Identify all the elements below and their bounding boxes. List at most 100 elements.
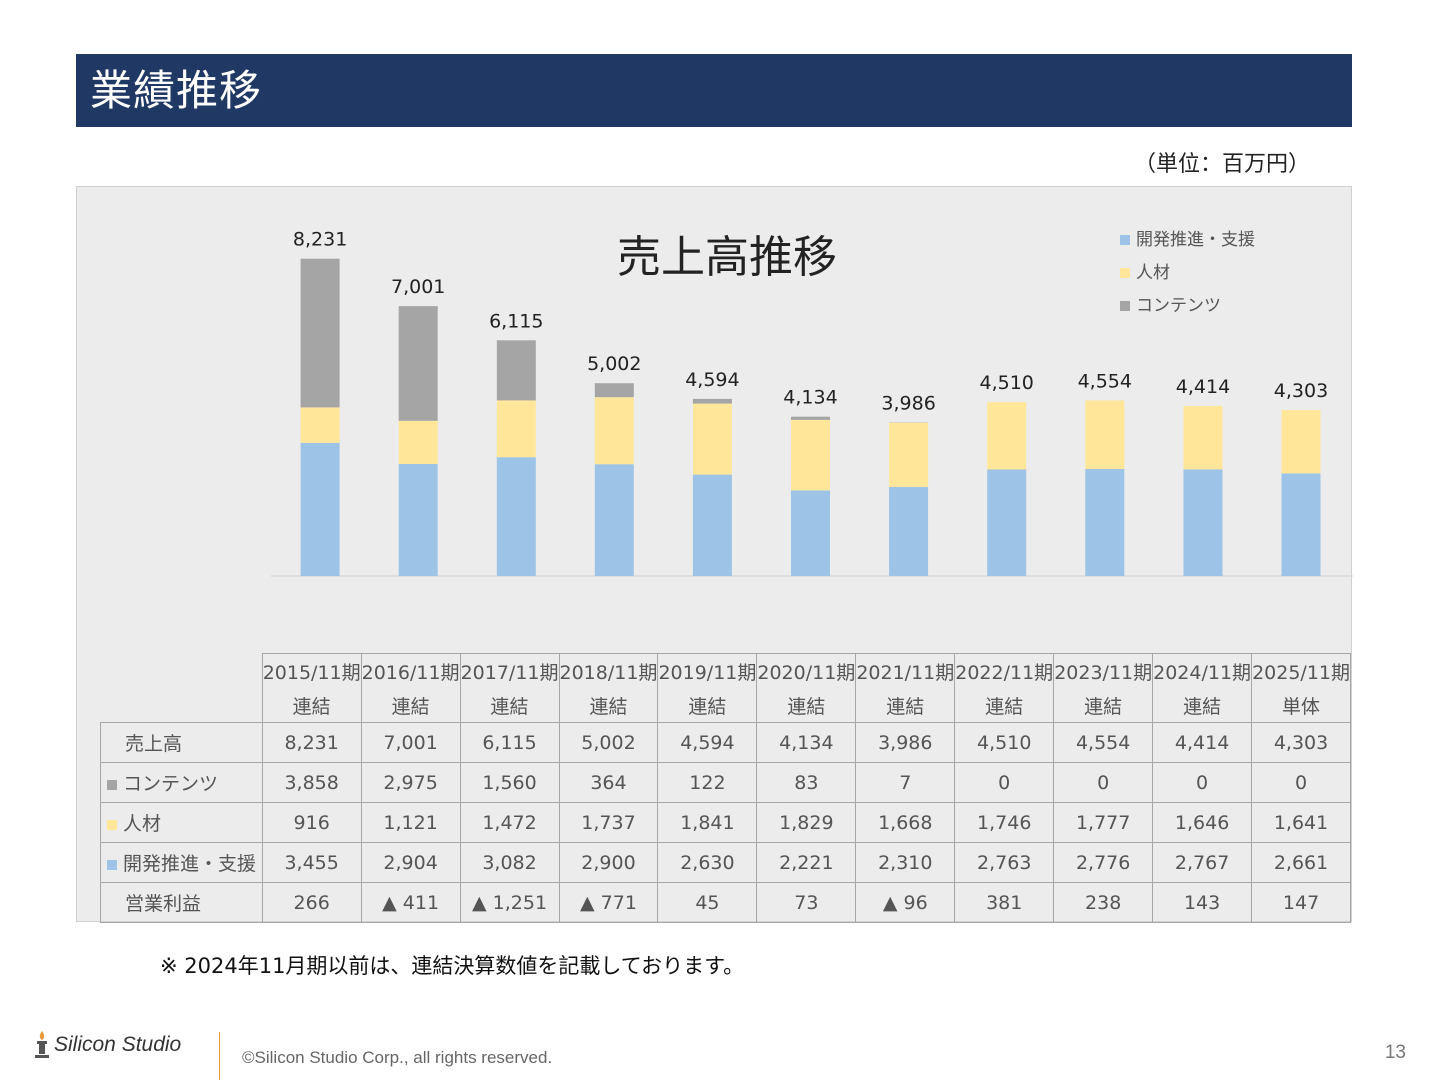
bar-segment-hr (987, 402, 1027, 470)
table-cell: 143 (1152, 882, 1253, 923)
period-subheader: 連結 (1152, 688, 1253, 723)
legend-label: 開発推進・支援 (1136, 229, 1255, 250)
table-cell: 1,829 (756, 802, 857, 843)
table-cell: 1,121 (360, 802, 461, 843)
total-label: 7,001 (391, 276, 445, 298)
bar-segment-hr (594, 397, 634, 465)
bar-segment-dev (791, 490, 830, 576)
period-subheader: 単体 (1251, 688, 1351, 723)
table-cell: 2,904 (360, 842, 461, 883)
period-subheader: 連結 (558, 688, 659, 723)
total-label: 4,134 (783, 387, 837, 409)
table-cell: 2,763 (954, 842, 1055, 883)
table-cell: 2,975 (360, 762, 461, 803)
table-cell: 3,082 (459, 842, 560, 883)
legend-key-icon (107, 819, 117, 830)
table-cell: 4,554 (1053, 722, 1154, 763)
table-cell: 2,661 (1251, 842, 1351, 883)
legend-key-icon (107, 779, 117, 790)
footnote: ※ 2024年11月期以前は、連結決算数値を記載しております。 (160, 954, 745, 978)
unit-label: （単位：百万円） (1133, 152, 1310, 177)
table-cell: 8,231 (261, 722, 362, 763)
period-subheader: 連結 (261, 688, 362, 723)
table-cell: 381 (954, 882, 1055, 923)
table-cell: 3,455 (261, 842, 362, 883)
bar-segment-dev (1085, 469, 1125, 576)
period-header: 2023/11期 (1053, 653, 1154, 688)
table-cell: 5,002 (558, 722, 659, 763)
row-label: 営業利益 (100, 882, 263, 923)
chart-title: 売上高推移 (617, 232, 837, 283)
bar-segment-dev (1281, 473, 1321, 576)
legend-item: コンテンツ (1120, 289, 1255, 322)
table-cell: 3,858 (261, 762, 362, 803)
torch-logo-icon (35, 1031, 49, 1058)
table-row: 売上高 8,231 7,001 6,115 5,002 4,594 4,134 3,986 4,… (100, 722, 1351, 763)
logo-text: Silicon Studio (54, 1033, 182, 1056)
table-cell: 122 (657, 762, 758, 803)
table-cell: 1,641 (1251, 802, 1351, 843)
period-header: 2024/11期 (1152, 653, 1253, 688)
table-cell: 1,746 (954, 802, 1055, 843)
table-cell: 7 (855, 762, 956, 803)
period-subheader: 連結 (756, 688, 857, 723)
row-label: コンテンツ (100, 762, 263, 803)
table-cell: 1,668 (855, 802, 956, 843)
bar-segment-hr (398, 420, 438, 464)
chart-panel: 8,231 7,001 6,115 5,002 4,594 4,134 3,986 4,510… (76, 186, 1353, 923)
table-cell: 4,134 (756, 722, 857, 763)
bar-segment-dev (398, 464, 438, 576)
period-subheader: 連結 (954, 688, 1055, 723)
table-cell: 364 (558, 762, 659, 803)
chart-legend: 開発推進・支援 人材コンテンツ (1120, 223, 1255, 322)
table-cell: 1,646 (1152, 802, 1253, 843)
table-cell: 1,472 (459, 802, 560, 843)
table-cell: 2,767 (1152, 842, 1253, 883)
period-subheader: 連結 (459, 688, 560, 723)
bar-segment-content (496, 340, 536, 401)
bar-segment-hr (692, 403, 732, 475)
table-cell: ▲ 96 (855, 882, 956, 923)
table-cell: 2,776 (1053, 842, 1154, 883)
table-cell: ▲ 411 (360, 882, 461, 923)
bar-segment-dev (594, 464, 634, 576)
table-row: 開発推進・支援 3,455 2,904 3,082 2,900 2,630 2,221 2,3… (100, 842, 1351, 883)
bar-segment-hr (496, 400, 536, 458)
table-cell: 4,594 (657, 722, 758, 763)
period-subheader: 連結 (1053, 688, 1154, 723)
table-cell: 266 (261, 882, 362, 923)
bar-segment-dev (987, 469, 1027, 576)
table-row: コンテンツ 3,858 2,975 1,560 364 122 83 7 0 0 0 0 (100, 762, 1351, 803)
table-cell: 1,841 (657, 802, 758, 843)
bar-segment-hr (889, 422, 929, 487)
total-label: 3,986 (881, 392, 935, 414)
footer-divider (219, 1032, 220, 1080)
table-cell: ▲ 1,251 (459, 882, 560, 923)
total-label: 4,554 (1078, 371, 1132, 393)
table-cell: 147 (1251, 882, 1351, 923)
legend-label: 人材 (1136, 262, 1170, 283)
page-title: 業績推移 (76, 54, 1352, 127)
company-logo: Silicon Studio (34, 1030, 181, 1060)
period-header: 2022/11期 (954, 653, 1055, 688)
period-subheader: 連結 (855, 688, 956, 723)
row-label: 売上高 (100, 722, 263, 763)
total-label: 4,510 (979, 372, 1033, 394)
table-cell: 1,560 (459, 762, 560, 803)
total-label: 4,594 (685, 369, 739, 391)
table-cell: 4,303 (1251, 722, 1351, 763)
legend-swatch (1120, 300, 1130, 311)
bar-segment-hr (1281, 410, 1321, 474)
table-cell: 0 (1053, 762, 1154, 803)
table-cell: 0 (954, 762, 1055, 803)
legend-swatch (1120, 234, 1130, 245)
period-header: 2025/11期 (1251, 653, 1351, 688)
table-cell: 4,510 (954, 722, 1055, 763)
table-row: 人材 916 1,121 1,472 1,737 1,841 1,829 1,668 1,746… (100, 802, 1351, 843)
table-cell: 2,221 (756, 842, 857, 883)
total-label: 4,303 (1274, 380, 1328, 402)
table-cell: 45 (657, 882, 758, 923)
bar-segment-content (398, 306, 438, 421)
table-cell: 83 (756, 762, 857, 803)
table-cell: 2,630 (657, 842, 758, 883)
